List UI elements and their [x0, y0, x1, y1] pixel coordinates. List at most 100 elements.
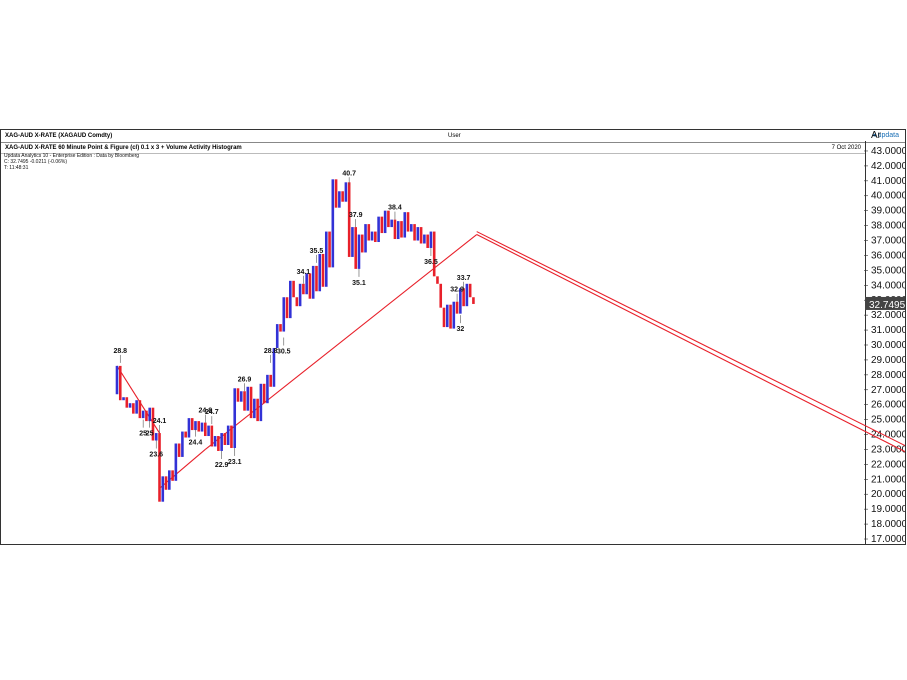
axis-tick-label: 34.0000 — [871, 280, 905, 291]
x-column — [423, 234, 426, 244]
price-label: 24.8 — [198, 408, 212, 415]
o-column — [210, 425, 214, 447]
price-label: 38.4 — [388, 205, 402, 212]
x-column — [226, 425, 230, 445]
axis-tick-label: 24.0000 — [871, 430, 905, 441]
price-label: 23.6 — [149, 452, 163, 459]
x-column — [351, 227, 354, 257]
x-column — [452, 301, 456, 329]
last-price-value: 32.7495 — [869, 300, 905, 311]
x-column — [253, 398, 256, 419]
axis-corner-label: Ar — [871, 130, 882, 141]
trendline-support-2 — [204, 234, 478, 450]
last-price-badge — [865, 296, 905, 310]
x-column — [338, 191, 341, 208]
axis-tick-label: 40.0000 — [871, 191, 905, 202]
price-label: 26.9 — [238, 376, 252, 383]
o-column — [426, 234, 429, 248]
axis-tick-label: 27.0000 — [871, 385, 905, 396]
x-column — [272, 347, 276, 387]
o-column — [184, 431, 187, 438]
price-label: 34.1 — [297, 269, 311, 276]
axis-tick-label: 25.0000 — [871, 415, 905, 426]
price-label: 35.1 — [352, 280, 366, 287]
x-column — [459, 288, 462, 314]
o-column — [217, 436, 220, 451]
x-column — [239, 391, 243, 402]
o-column — [236, 388, 240, 402]
x-column — [282, 297, 286, 332]
x-column — [115, 365, 119, 395]
x-column — [364, 224, 367, 253]
o-column — [164, 476, 168, 490]
o-column — [145, 410, 148, 422]
o-column — [468, 283, 472, 298]
o-column — [302, 283, 305, 295]
price-label: 25 — [139, 431, 147, 438]
info-time: T: 11:48:31 — [4, 165, 29, 171]
x-column — [174, 443, 178, 481]
price-label: 33.7 — [457, 275, 471, 282]
axis-tick-label: 31.0000 — [871, 325, 905, 336]
x-column — [181, 431, 184, 457]
o-column — [132, 403, 135, 414]
axis-tick-label: 36.0000 — [871, 250, 905, 261]
o-column — [171, 470, 174, 481]
x-column — [187, 418, 191, 438]
o-column — [374, 231, 377, 243]
axis-tick-label: 21.0000 — [871, 474, 905, 485]
axis-tick-label: 23.0000 — [871, 444, 905, 455]
o-column — [439, 283, 443, 308]
o-column — [419, 227, 423, 244]
x-column — [207, 425, 210, 437]
axis-tick-label: 43.0000 — [871, 146, 905, 157]
o-column — [347, 182, 351, 257]
x-column — [445, 304, 449, 328]
o-column — [203, 422, 207, 437]
o-column — [393, 219, 397, 240]
price-axis[interactable] — [865, 141, 906, 544]
x-column — [377, 216, 380, 243]
x-column — [410, 224, 413, 232]
x-column — [370, 231, 374, 241]
axis-tick-label: 28.0000 — [871, 370, 905, 381]
axis-tick-label: 30.0000 — [871, 340, 905, 351]
x-column — [305, 273, 308, 295]
price-label: 40.7 — [342, 170, 356, 177]
o-column — [285, 297, 289, 319]
price-label: 24.7 — [205, 409, 219, 416]
price-label: 37.9 — [349, 212, 363, 219]
o-column — [442, 307, 446, 328]
o-column — [455, 301, 459, 314]
x-column — [154, 433, 158, 441]
price-label: 35.5 — [310, 248, 324, 255]
axis-tick-label: 38.0000 — [871, 221, 905, 232]
price-label: 25 — [146, 431, 154, 438]
o-column — [334, 179, 338, 208]
axis-tick-label: 39.0000 — [871, 206, 905, 217]
axis-tick-label: 22.0000 — [871, 459, 905, 470]
brand-logo: ◂ updata — [872, 130, 899, 142]
o-column — [472, 297, 475, 304]
axis-tick-label: 35.0000 — [871, 265, 905, 276]
x-column — [213, 436, 217, 447]
axis-tick-label: 37.0000 — [871, 236, 905, 247]
o-column — [354, 227, 358, 269]
x-column — [194, 421, 197, 431]
x-column — [220, 433, 223, 451]
x-column — [344, 182, 348, 202]
x-column — [168, 470, 171, 490]
o-column — [413, 224, 416, 241]
instrument-title: XAG-AUD X-RATE (XAGAUD Comdty) — [5, 133, 113, 139]
axis-tick-label: 20.0000 — [871, 489, 905, 500]
axis-tick-label: 41.0000 — [871, 176, 905, 187]
x-column — [465, 283, 469, 307]
o-column — [315, 265, 318, 292]
axis-tick-label: 18.0000 — [871, 519, 905, 530]
o-column — [295, 297, 299, 307]
pnf-chart-plot[interactable]: 43.0000 42.0000 41.0000 40.0000 39.0000 38.00… — [1, 130, 905, 544]
info-close: C: 32.7495 -0.0211 (-0.06%) — [4, 159, 68, 165]
user-label[interactable]: User — [448, 133, 461, 139]
chart-window: XAG-AUD X-RATE (XAGAUD Comdty) User ◂ up… — [0, 129, 906, 545]
o-column — [243, 391, 246, 411]
